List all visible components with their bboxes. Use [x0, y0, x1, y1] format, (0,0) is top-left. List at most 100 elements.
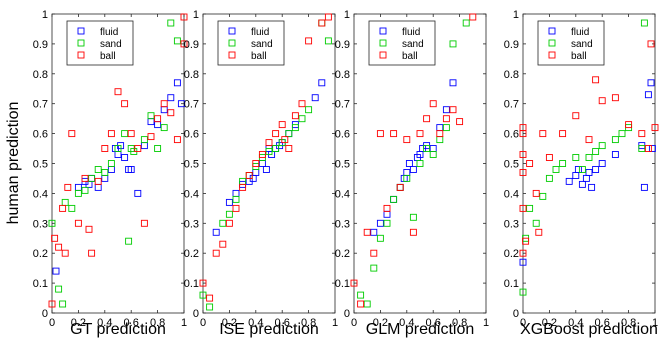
data-point-fluid	[318, 79, 326, 87]
x-tick-label: 1	[181, 317, 187, 329]
data-point-sand	[585, 154, 593, 161]
data-point-fluid	[585, 169, 593, 176]
data-point-sand	[357, 291, 365, 299]
data-point-fluid	[405, 160, 413, 167]
data-point-ball	[449, 106, 457, 114]
y-tick-label: 0.7	[33, 99, 48, 111]
data-point-ball	[180, 13, 188, 21]
data-point-fluid	[52, 267, 60, 275]
data-point-ball	[559, 130, 567, 138]
legend-label: ball	[100, 51, 116, 62]
y-tick-label: 0.9	[184, 39, 199, 51]
x-tick-label: 0.6	[124, 317, 139, 329]
x-axis-label: GLM prediction	[366, 321, 475, 338]
x-tick-label: 0.4	[568, 317, 583, 329]
data-point-ball	[638, 130, 646, 138]
data-point-ball	[409, 228, 417, 236]
data-point-fluid	[565, 177, 573, 185]
x-tick-label: 0.4	[399, 317, 414, 329]
x-tick-label: 0	[200, 317, 206, 329]
data-point-fluid	[311, 94, 319, 102]
data-point-ball	[376, 130, 384, 138]
y-tick-label: 1	[513, 9, 519, 21]
scatter-panel-1: 0 0.1 0.2 0.3 0.4 0.5 0.6 0.7 0.8 0.9 1 0 0.2 0.4 0.6 0…	[33, 9, 188, 338]
data-point-fluid	[127, 166, 135, 173]
data-point-ball	[429, 100, 437, 108]
y-tick-label: 0.2	[184, 248, 199, 260]
y-tick-label: 0.3	[504, 218, 519, 230]
data-point-ball	[55, 243, 63, 251]
data-point-ball	[625, 121, 633, 129]
data-point-ball	[532, 189, 540, 197]
data-point-ball	[644, 145, 652, 152]
data-point-sand	[121, 130, 129, 138]
data-point-ball	[199, 279, 207, 287]
data-point-ball	[160, 100, 168, 108]
data-point-sand	[199, 291, 207, 299]
data-point-fluid	[134, 189, 142, 197]
data-point-ball	[436, 130, 444, 138]
data-point-sand	[409, 213, 417, 221]
data-point-fluid	[640, 183, 648, 191]
data-point-ball	[545, 154, 553, 161]
data-point-ball	[390, 130, 398, 138]
y-tick-label: 0.6	[335, 129, 350, 141]
y-tick-label: 0.5	[335, 159, 350, 171]
y-tick-label: 0.1	[33, 278, 48, 290]
data-point-fluid	[449, 79, 457, 87]
data-point-sand	[618, 130, 626, 138]
y-tick-label: 0.5	[33, 159, 48, 171]
data-point-sand	[219, 219, 227, 227]
legend-label: ball	[251, 51, 267, 62]
x-tick-label: 0.8	[301, 317, 316, 329]
x-tick-label: 1	[483, 317, 489, 329]
data-point-ball	[456, 118, 464, 126]
y-tick-label: 0.2	[33, 248, 48, 260]
data-point-fluid	[212, 228, 220, 236]
data-point-sand	[147, 112, 155, 120]
data-point-ball	[64, 183, 72, 191]
data-point-ball	[48, 300, 56, 308]
y-tick-label: 0.5	[504, 159, 519, 171]
data-point-sand	[423, 145, 431, 152]
data-point-ball	[651, 124, 659, 132]
legend-label: ball	[571, 51, 587, 62]
data-point-ball	[107, 130, 115, 138]
data-point-ball	[147, 133, 155, 141]
data-point-ball	[212, 249, 220, 257]
x-tick-label: 1	[652, 317, 658, 329]
data-point-ball	[647, 40, 655, 48]
data-point-ball	[180, 40, 188, 48]
data-point-ball	[232, 204, 240, 212]
x-tick-label: 0.6	[426, 317, 441, 329]
data-point-ball	[357, 300, 365, 308]
data-point-ball	[592, 76, 600, 84]
y-tick-label: 0.4	[335, 188, 350, 200]
y-tick-label: 0.8	[184, 69, 199, 81]
data-point-ball	[324, 13, 332, 21]
data-point-sand	[305, 106, 313, 114]
data-point-ball	[572, 112, 580, 120]
legend-marker-fluid	[228, 27, 236, 35]
data-point-sand	[291, 124, 299, 132]
data-point-sand	[545, 174, 553, 182]
data-point-fluid	[173, 79, 181, 87]
data-point-sand	[462, 19, 470, 27]
data-point-sand	[101, 169, 109, 176]
legend-label: ball	[402, 51, 418, 62]
x-tick-label: 0.8	[452, 317, 467, 329]
data-point-ball	[225, 219, 233, 227]
data-point-sand	[160, 124, 168, 132]
y-tick-label: 0.6	[33, 129, 48, 141]
legend-marker-ball	[77, 51, 85, 59]
x-tick-label: 0.2	[222, 317, 237, 329]
data-point-sand	[68, 204, 76, 212]
data-point-ball	[74, 219, 82, 227]
data-point-ball	[245, 172, 253, 179]
data-point-ball	[121, 100, 129, 108]
y-tick-label: 0.5	[184, 159, 199, 171]
data-point-ball	[611, 94, 619, 102]
y-tick-label: 0.7	[335, 99, 350, 111]
